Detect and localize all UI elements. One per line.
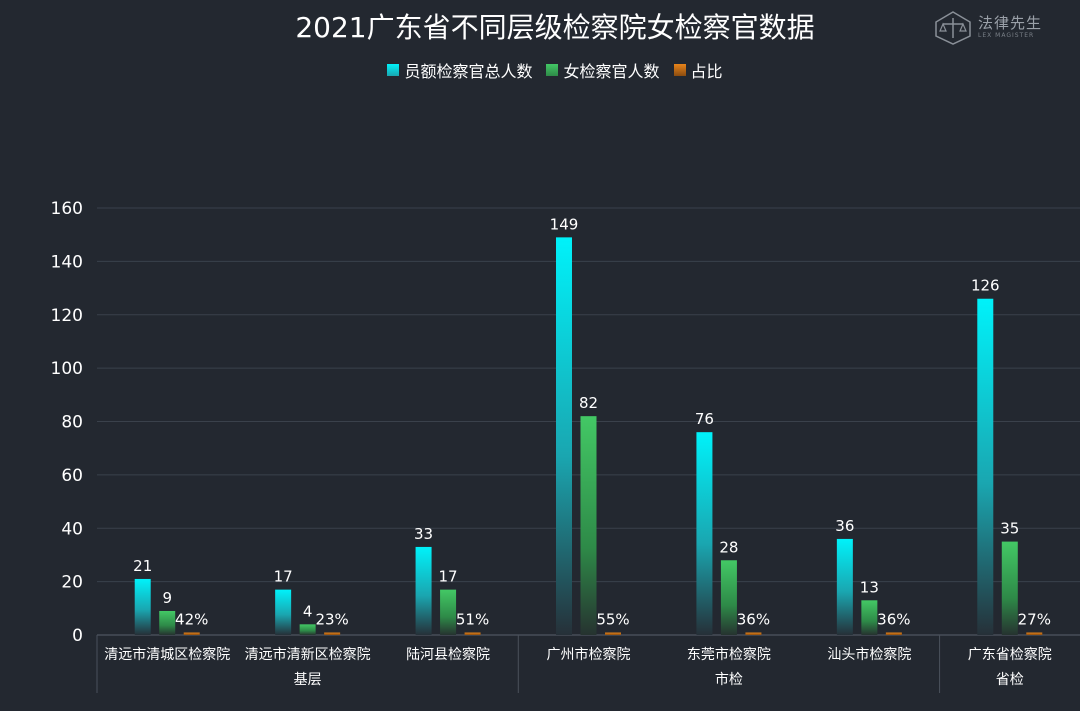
- x-tick-label: 广东省检察院: [968, 646, 1052, 663]
- brand-logo: 法律先生 LEX MAGISTER: [934, 10, 1044, 46]
- data-label: 35: [1000, 520, 1019, 538]
- x-tick-label: 陆河县检察院: [406, 646, 490, 663]
- data-label: 17: [439, 568, 458, 586]
- x-tick-label: 清远市清城区检察院: [104, 646, 230, 663]
- legend-label-ratio: 占比: [690, 62, 723, 81]
- bar-ratio: [324, 632, 341, 635]
- data-label: 23%: [315, 611, 348, 629]
- bar-female: [299, 624, 316, 635]
- bar-female: [720, 560, 737, 635]
- data-label: 55%: [596, 611, 629, 629]
- y-tick-label: 20: [61, 573, 83, 593]
- data-label: 149: [550, 215, 579, 233]
- bars: [134, 237, 1043, 635]
- group-label: 基层: [294, 671, 322, 688]
- data-label: 42%: [175, 611, 208, 629]
- group-label: 省检: [996, 672, 1024, 688]
- bar-female: [440, 589, 457, 635]
- bar-ratio: [745, 632, 762, 635]
- legend-swatch-female: [546, 64, 559, 76]
- data-label: 13: [860, 578, 879, 596]
- bar-total: [556, 237, 572, 635]
- group-label: 市检: [715, 671, 743, 688]
- legend-item-female[interactable]: 女检察官人数: [546, 58, 660, 82]
- bar-total: [275, 589, 292, 635]
- data-label: 27%: [1018, 611, 1051, 629]
- logo-name: 法律先生: [978, 14, 1043, 32]
- data-label: 126: [971, 277, 1000, 295]
- logo-subtitle: LEX MAGISTER: [978, 32, 1035, 39]
- data-label: 36%: [737, 611, 770, 629]
- data-label: 51%: [456, 611, 489, 629]
- legend-item-ratio[interactable]: 占比: [673, 58, 723, 82]
- y-tick-label: 60: [61, 466, 83, 486]
- data-label: 33: [414, 525, 433, 543]
- legend-item-total[interactable]: 员额检察官总人数: [387, 58, 532, 82]
- bar-ratio: [183, 632, 200, 635]
- bar-female: [1001, 541, 1018, 635]
- chart-title: 2021广东省不同层级检察院女检察官数据: [295, 11, 815, 44]
- data-label: 9: [162, 589, 172, 607]
- x-tick-label: 清远市清新区检察院: [245, 646, 371, 663]
- data-label: 36: [835, 517, 854, 535]
- bar-ratio: [605, 632, 621, 635]
- axes: 0 20 40 60 80 100 120 140 160 清远市清城区检察院 清远市清新区检察院 陆…: [51, 199, 1080, 693]
- value-labels: 21 17 33 149 76 36 126 9 4 17 82 28 13 35 42% 23% 51% 55%…: [133, 215, 1051, 628]
- y-tick-label: 40: [61, 519, 83, 539]
- bar-total: [836, 538, 853, 635]
- y-tick-label: 80: [61, 413, 83, 433]
- bar-female: [861, 600, 878, 635]
- data-label: 82: [579, 394, 598, 412]
- scales-logo-icon: [935, 11, 971, 45]
- legend-label-female: 女检察官人数: [563, 62, 660, 81]
- data-label: 76: [695, 410, 714, 428]
- chart-legend: 员额检察官总人数 女检察官人数 占比: [0, 58, 1080, 82]
- x-tick-label: 东莞市检察院: [687, 646, 771, 663]
- bar-ratio: [464, 632, 481, 635]
- x-tick-label: 广州市检察院: [547, 646, 631, 663]
- y-tick-label: 140: [51, 252, 83, 272]
- bar-total: [415, 546, 432, 635]
- bar-female: [159, 610, 176, 635]
- y-tick-label: 100: [51, 359, 83, 379]
- legend-swatch-total: [387, 64, 400, 76]
- y-tick-label: 120: [51, 306, 83, 326]
- data-label: 28: [719, 538, 738, 556]
- data-label: 21: [133, 557, 152, 575]
- data-label: 17: [274, 568, 293, 586]
- data-label: 4: [303, 602, 313, 620]
- bar-total: [134, 578, 151, 635]
- bar-total: [696, 432, 713, 635]
- bar-ratio: [885, 632, 902, 635]
- y-tick-label: 160: [51, 199, 83, 219]
- bar-ratio: [1026, 632, 1043, 635]
- bar-female: [580, 416, 597, 635]
- bar-total: [977, 298, 994, 635]
- x-tick-label: 汕头市检察院: [827, 646, 911, 663]
- data-label: 36%: [877, 611, 910, 629]
- y-tick-label: 0: [72, 626, 83, 646]
- legend-label-total: 员额检察官总人数: [404, 62, 533, 81]
- legend-swatch-ratio: [673, 64, 686, 76]
